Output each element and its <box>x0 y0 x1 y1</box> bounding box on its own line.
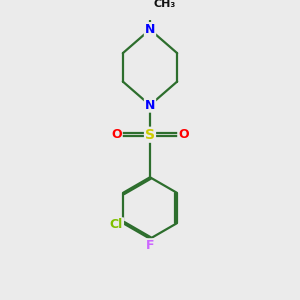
Text: O: O <box>178 128 189 141</box>
Text: Cl: Cl <box>110 218 123 231</box>
Text: N: N <box>145 99 155 112</box>
Text: N: N <box>145 23 155 36</box>
Text: CH₃: CH₃ <box>153 0 176 8</box>
Text: O: O <box>111 128 122 141</box>
Text: S: S <box>145 128 155 142</box>
Text: F: F <box>146 239 154 252</box>
